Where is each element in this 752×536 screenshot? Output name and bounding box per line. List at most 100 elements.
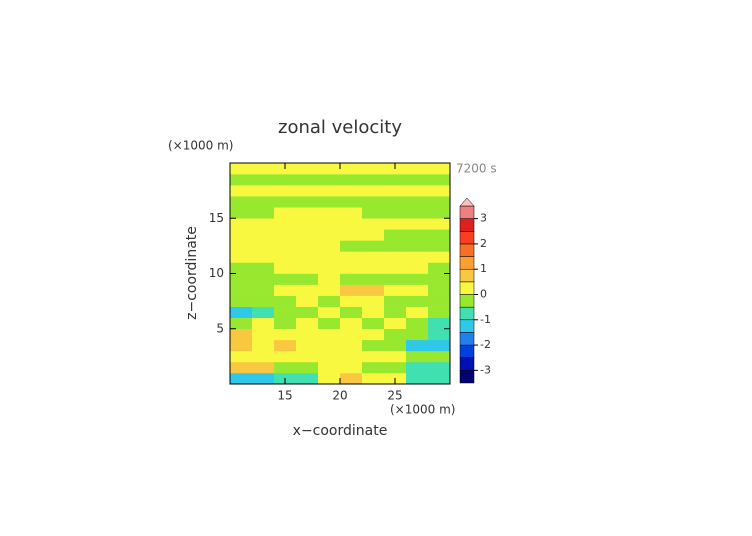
field-cell (318, 174, 341, 186)
field-cell (274, 328, 297, 341)
field-cell (406, 328, 429, 341)
field-cell (340, 240, 363, 252)
field-cell (362, 372, 385, 385)
field-cell (230, 306, 253, 318)
field-cell (296, 317, 319, 330)
field-cell (428, 350, 451, 363)
field-cell (230, 196, 253, 208)
field-cell (340, 350, 363, 363)
field-cell (274, 284, 297, 296)
colorbar-band (459, 332, 475, 346)
field-cell (362, 361, 385, 374)
field-cell (296, 306, 319, 318)
field-cell (318, 284, 341, 296)
field-cell (362, 328, 385, 341)
field-cell (384, 317, 407, 330)
field-cell (230, 163, 253, 175)
field-cell (274, 295, 297, 307)
field-cell (296, 262, 319, 274)
field-cell (252, 306, 275, 318)
field-cell (362, 306, 385, 318)
field-cell (362, 339, 385, 352)
field-cell (406, 273, 429, 285)
field-cell (252, 350, 275, 363)
field-cell (274, 251, 297, 263)
field-cell (252, 273, 275, 285)
y-tick-label: 5 (216, 321, 224, 335)
field-cell (406, 163, 429, 175)
colorbar-band (459, 205, 475, 219)
field-cell (384, 229, 407, 241)
field-cell (406, 240, 429, 252)
field-cell (362, 229, 385, 241)
field-cell (296, 339, 319, 352)
field-cell (318, 262, 341, 274)
field-cell (362, 273, 385, 285)
field-cell (428, 361, 451, 374)
field-cell (384, 174, 407, 186)
field-cell (340, 317, 363, 330)
field-cell (384, 306, 407, 318)
field-cell (318, 229, 341, 241)
field-cell (318, 339, 341, 352)
colorbar-band (459, 268, 475, 283)
field-cell (428, 251, 451, 263)
field-cell (230, 229, 253, 241)
field-cell (362, 262, 385, 274)
field-cell (296, 251, 319, 263)
field-cell (340, 328, 363, 341)
field-cell (428, 372, 451, 385)
field-cell (296, 207, 319, 219)
field-cell (428, 262, 451, 274)
field-cell (384, 218, 407, 230)
field-cell (230, 185, 253, 197)
field-cell (406, 251, 429, 263)
colorbar-over (459, 197, 475, 207)
field-cell (252, 196, 275, 208)
field-cell (274, 174, 297, 186)
field-cell (362, 295, 385, 307)
field-cell (230, 295, 253, 307)
field-cell (362, 240, 385, 252)
field-cell (362, 284, 385, 296)
field-cell (274, 229, 297, 241)
field-cell (318, 317, 341, 330)
field-cell (406, 185, 429, 197)
field-cell (340, 185, 363, 197)
colorbar-band (459, 281, 475, 295)
field-cell (406, 339, 429, 352)
field-cell (252, 295, 275, 307)
field-cell (428, 273, 451, 285)
colorbar-band (459, 231, 475, 245)
field-cell (318, 163, 341, 175)
field-cell (340, 361, 363, 374)
field-cell (428, 240, 451, 252)
field-cell (406, 207, 429, 219)
field-cell (230, 273, 253, 285)
field-cell (362, 251, 385, 263)
field-cell (428, 284, 451, 296)
field-cell (340, 273, 363, 285)
field-cell (384, 295, 407, 307)
field-cell (230, 317, 253, 330)
field-cell (252, 229, 275, 241)
field-cell (274, 196, 297, 208)
field-cell (340, 295, 363, 307)
field-cell (252, 372, 275, 385)
field-cell (274, 361, 297, 374)
field-cell (252, 328, 275, 341)
y-axis-label: z−coordinate (184, 226, 200, 320)
field-cell (274, 273, 297, 285)
field-cell (340, 251, 363, 263)
field-cell (340, 174, 363, 186)
field-cell (406, 372, 429, 385)
colorbar-band (459, 306, 475, 321)
field-cell (230, 361, 253, 374)
colorbar-band (459, 344, 475, 358)
field-cell (296, 328, 319, 341)
field-cell (362, 218, 385, 230)
field-cell (428, 295, 451, 307)
field-cell (318, 207, 341, 219)
field-cell (340, 284, 363, 296)
field-cell (296, 372, 319, 385)
